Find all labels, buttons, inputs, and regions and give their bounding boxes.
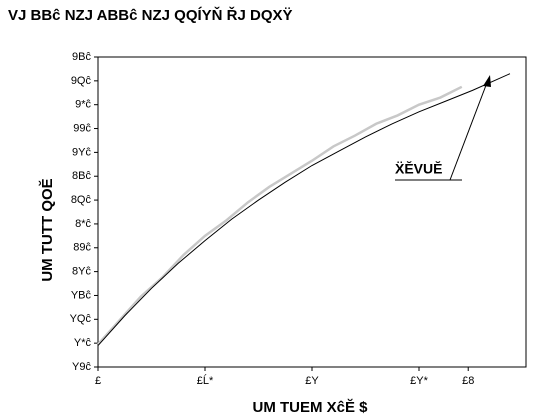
y-tick-label: 8*ĉ bbox=[75, 218, 91, 230]
annotation-arrow bbox=[449, 79, 489, 181]
series-line bbox=[97, 73, 511, 346]
chart-title: VJ BBĉ NZJ ABBĉ NZJ QQÍYŇ ŘJ DQXŸ bbox=[8, 6, 293, 24]
x-tick-label: £ bbox=[95, 375, 101, 387]
y-tick-label: 8Bĉ bbox=[72, 170, 91, 182]
x-axis-title: UM TUEM XĉĔ $ bbox=[252, 399, 368, 416]
y-tick-label: 9*ĉ bbox=[75, 99, 91, 111]
y-tick-label: 9Yĉ bbox=[72, 146, 91, 158]
x-tick-label: £Ĺ* bbox=[197, 374, 214, 387]
y-tick-label: 99ĉ bbox=[73, 122, 91, 134]
y-tick-label: 9Qĉ bbox=[71, 75, 92, 87]
x-tick-label: £Y bbox=[305, 375, 319, 387]
annotation: ẌĔVUĔ bbox=[395, 161, 442, 177]
y-tick-label: 9Bĉ bbox=[72, 51, 91, 63]
y-axis-title: UM TUTT QOĔ bbox=[39, 178, 56, 281]
y-tick-label: YBĉ bbox=[71, 289, 92, 301]
x-tick-label: £Y* bbox=[410, 375, 428, 387]
y-tick-label: YQĉ bbox=[70, 313, 92, 325]
plot-frame bbox=[97, 56, 527, 368]
y-tick-label: 8Qĉ bbox=[71, 194, 92, 206]
y-tick-label: Y9ĉ bbox=[72, 361, 91, 373]
x-tick-label: £8 bbox=[462, 375, 474, 387]
y-tick-label: 8Yĉ bbox=[72, 266, 91, 278]
series-line bbox=[97, 85, 463, 346]
y-tick-label: 89ĉ bbox=[73, 242, 91, 254]
y-tick-label: Y*ĉ bbox=[74, 337, 92, 349]
arrow-head bbox=[483, 75, 491, 87]
